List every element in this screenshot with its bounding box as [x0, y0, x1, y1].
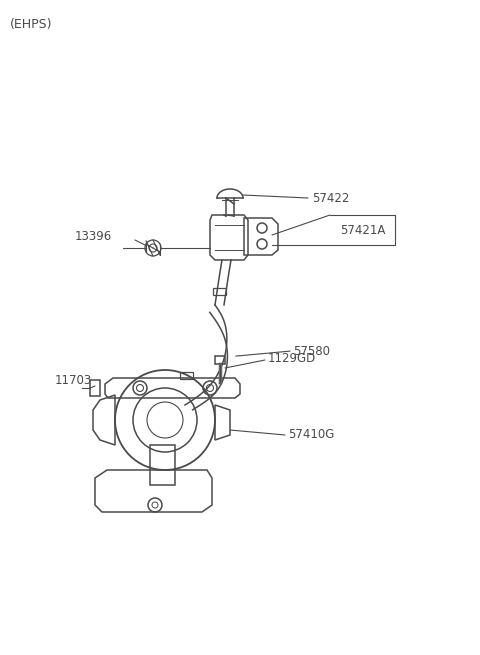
- Bar: [180, 372, 193, 379]
- Bar: [90, 380, 100, 396]
- Text: 1129GD: 1129GD: [268, 352, 316, 364]
- Text: 11703: 11703: [55, 373, 92, 386]
- Bar: [150, 445, 175, 485]
- Text: 57580: 57580: [293, 345, 330, 358]
- Text: (EHPS): (EHPS): [10, 18, 52, 31]
- Text: 13396: 13396: [75, 231, 112, 244]
- Bar: [213, 288, 226, 295]
- Text: 57422: 57422: [312, 191, 349, 204]
- Bar: [215, 356, 225, 364]
- Text: 57421A: 57421A: [340, 223, 385, 236]
- Text: 57410G: 57410G: [288, 428, 335, 441]
